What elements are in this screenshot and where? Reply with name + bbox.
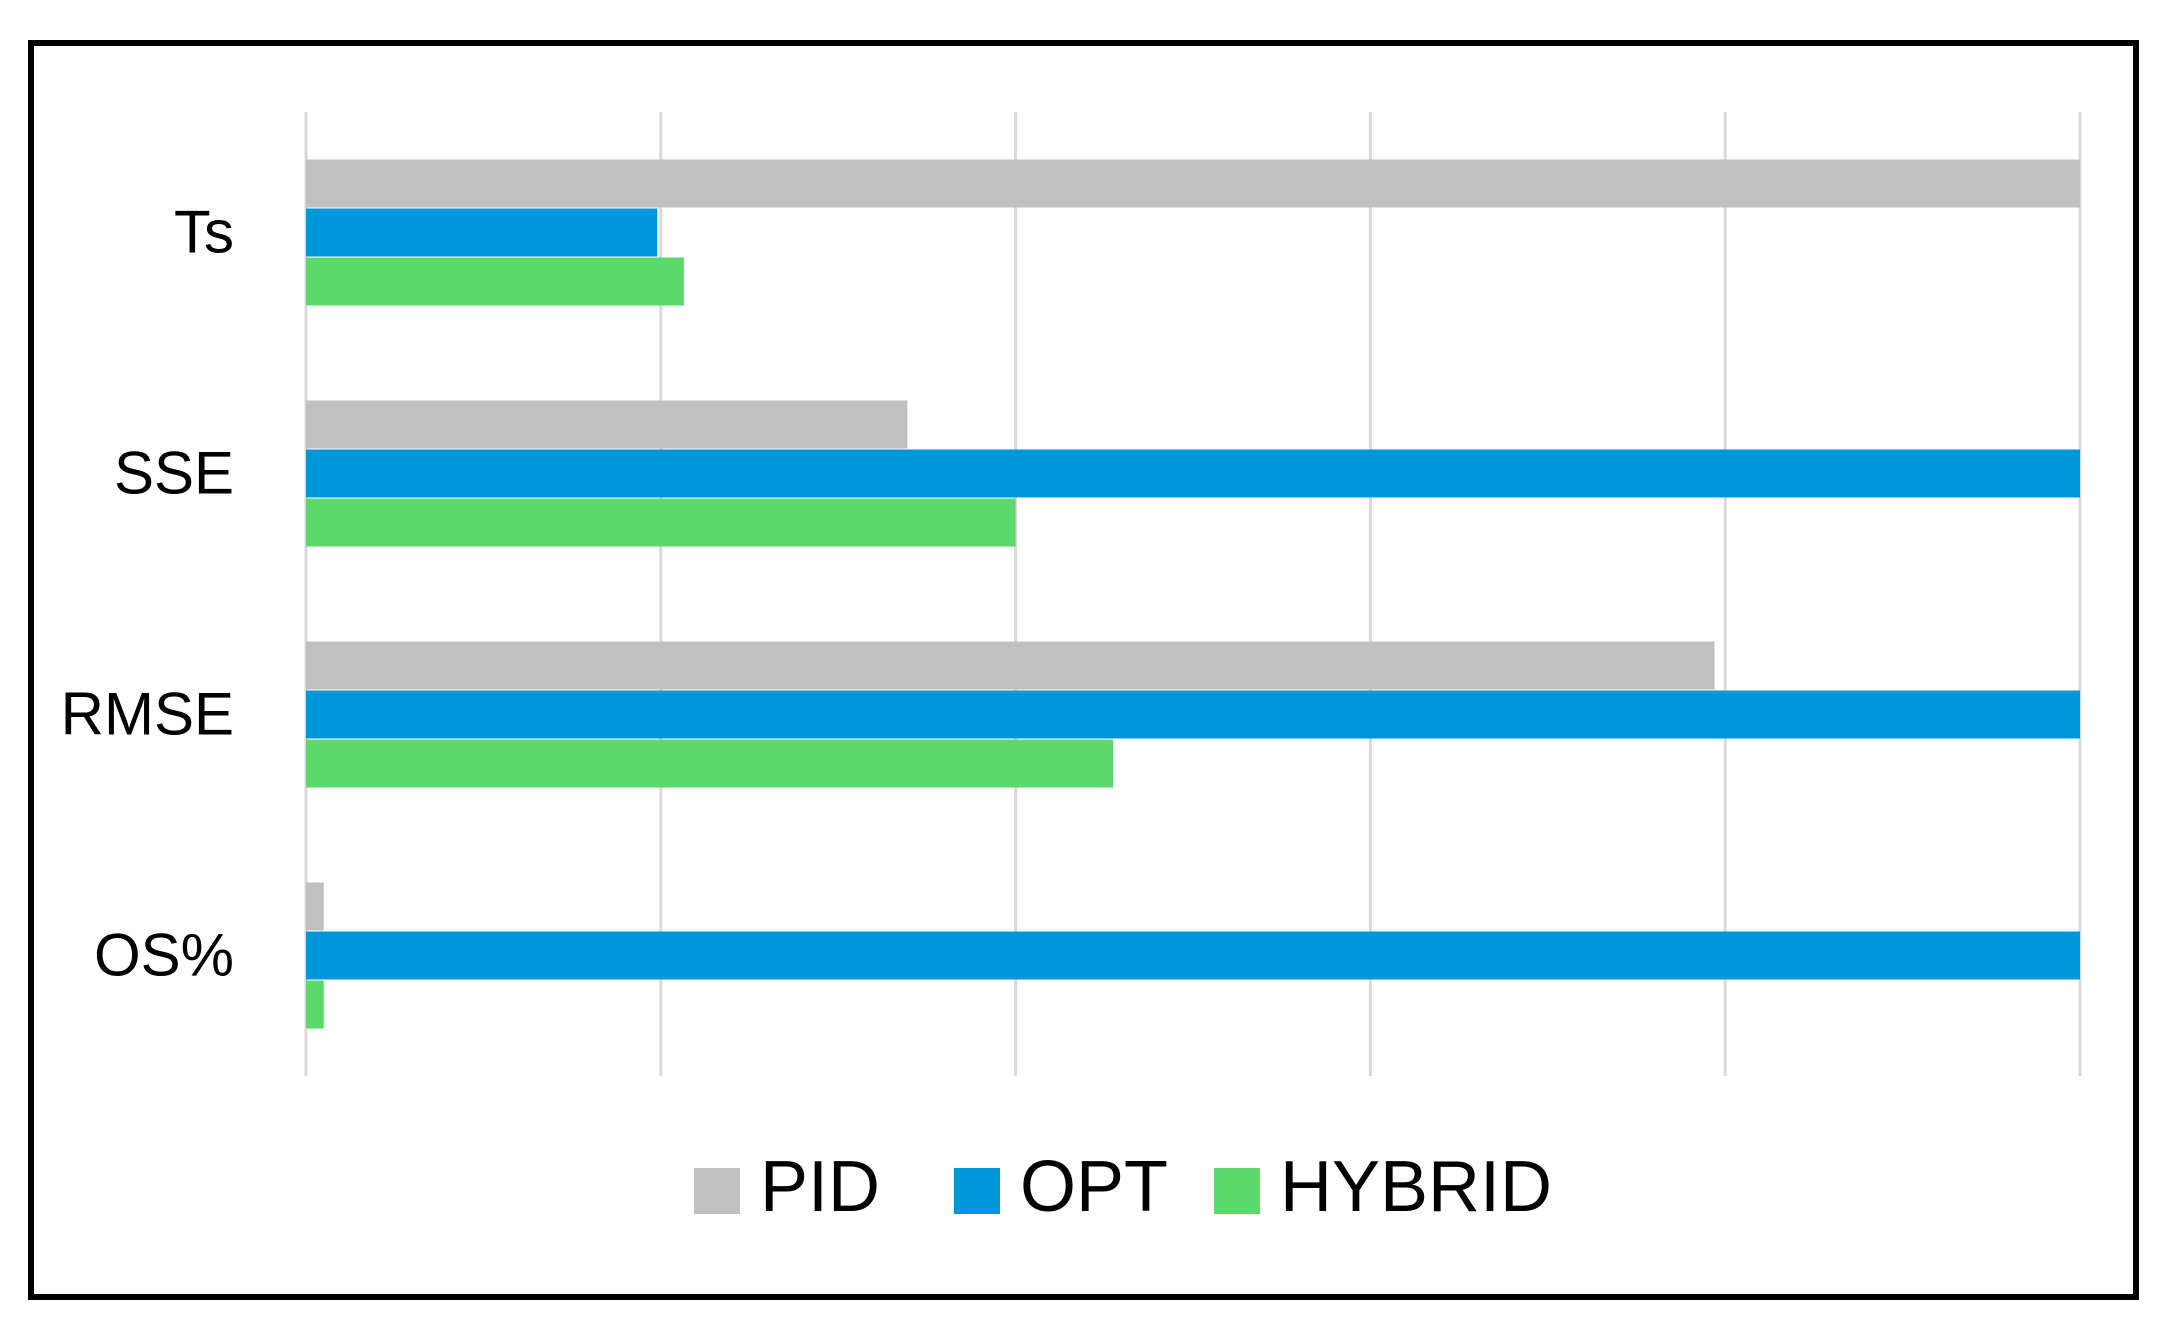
category-label: SSE [114,440,234,507]
bar-pid-os-pct [306,882,324,931]
chart-frame: Ts SSE RMSE OS% PID OPT HYBRID [28,40,2139,1300]
category-label: RMSE [61,681,234,748]
category-label: Ts [174,199,234,266]
bar-opt-sse [306,449,2080,498]
legend-label-opt: OPT [1020,1147,1168,1227]
bar-opt-rmse [306,690,2080,739]
bar-opt-ts [306,208,658,257]
bar-hybrid-ts [306,257,684,306]
bar-pid-ts [306,159,2080,208]
legend: PID OPT HYBRID [694,1147,1552,1227]
category-label: OS% [94,922,234,989]
legend-label-hybrid: HYBRID [1280,1147,1552,1227]
bar-pid-sse [306,400,908,449]
category-labels: Ts SSE RMSE OS% [61,199,234,989]
legend-swatch-opt [954,1168,1000,1214]
bar-opt-os-pct [306,931,2080,980]
legend-swatch-pid [694,1168,740,1214]
gridlines [304,112,2082,1076]
bar-hybrid-rmse [306,739,1114,788]
legend-label-pid: PID [760,1147,880,1227]
bars [306,159,2080,1029]
bar-hybrid-sse [306,498,1016,547]
bar-chart: Ts SSE RMSE OS% PID OPT HYBRID [61,112,2082,1227]
bar-hybrid-os-pct [306,980,324,1029]
legend-swatch-hybrid [1214,1168,1260,1214]
bar-pid-rmse [306,641,1715,690]
